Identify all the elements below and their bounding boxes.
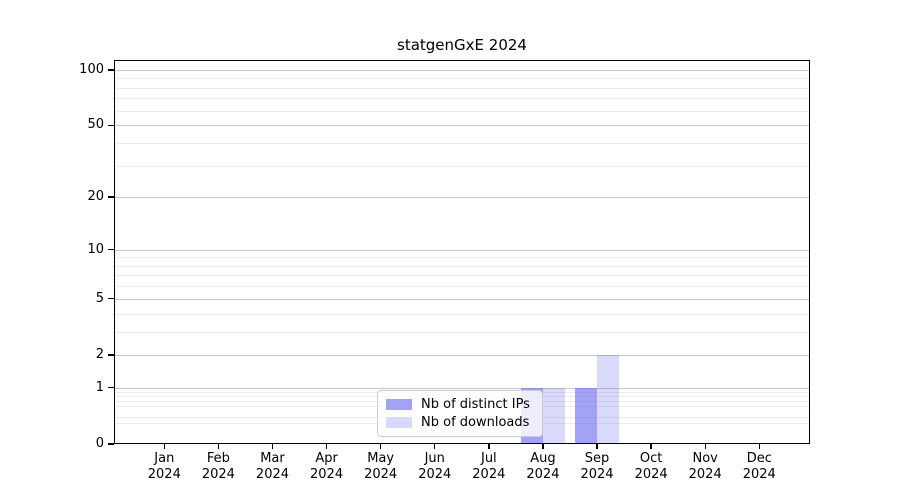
gridline-major	[114, 354, 810, 356]
x-tick-mark	[704, 444, 706, 449]
x-tick-mark	[596, 444, 598, 449]
x-tick-mark	[325, 444, 328, 449]
legend-item-downloads: Nb of downloads	[386, 415, 534, 430]
x-tick-label: Aug 2024	[526, 451, 560, 482]
y-tick-label: 5	[95, 290, 104, 306]
x-tick-label: Feb 2024	[201, 451, 235, 482]
gridline-minor	[114, 142, 810, 144]
legend-label-distinct-ips: Nb of distinct IPs	[421, 396, 530, 412]
x-tick-label: Oct 2024	[634, 451, 668, 482]
gridline-minor	[114, 313, 810, 315]
x-tick-mark	[379, 444, 382, 449]
gridline-minor	[114, 265, 810, 267]
y-tick-label: 50	[87, 117, 104, 133]
gridline-minor	[114, 286, 810, 288]
y-tick-mark	[108, 69, 114, 71]
legend-swatch-downloads-icon	[386, 417, 412, 429]
gridline-major	[114, 387, 810, 389]
x-tick-label: Jul 2024	[472, 451, 506, 482]
gridline-major	[114, 125, 810, 127]
gridline-major	[114, 298, 810, 300]
y-tick-mark	[108, 196, 114, 198]
gridline-minor	[114, 275, 810, 277]
x-tick-mark	[488, 444, 490, 449]
x-tick-label: Sep 2024	[580, 451, 614, 482]
y-tick-mark	[108, 443, 114, 445]
gridline-minor	[114, 87, 810, 89]
gridline-major	[114, 197, 810, 199]
x-tick-mark	[758, 444, 760, 449]
x-tick-label: Mar 2024	[255, 451, 290, 482]
y-tick-label: 20	[87, 189, 104, 205]
bar-distinct-ips-sep-2024	[575, 387, 597, 444]
gridline-minor	[114, 110, 810, 112]
gridline-minor	[114, 331, 810, 333]
gridline-minor	[114, 165, 810, 167]
y-tick-label: 10	[87, 241, 104, 257]
gridline-minor	[114, 78, 810, 80]
y-tick-label: 2	[95, 346, 104, 362]
x-tick-mark	[163, 444, 165, 449]
y-tick-label: 1	[95, 379, 104, 395]
y-tick-label: 100	[79, 61, 104, 77]
gridline-minor	[114, 98, 810, 100]
y-tick-mark	[108, 387, 114, 389]
x-tick-mark	[650, 444, 652, 449]
y-tick-mark	[108, 248, 114, 251]
legend-label-downloads: Nb of downloads	[421, 415, 530, 431]
legend-swatch-distinct-ips-icon	[386, 398, 412, 410]
plot-area	[114, 60, 810, 444]
bar-downloads-aug-2024	[542, 387, 565, 444]
x-tick-label: Jun 2024	[418, 451, 452, 482]
legend: Nb of distinct IPs Nb of downloads	[377, 390, 543, 437]
x-tick-mark	[271, 444, 274, 449]
x-tick-label: Apr 2024	[310, 451, 344, 482]
gridline-major	[114, 69, 810, 71]
x-tick-label: Nov 2024	[688, 451, 722, 482]
x-tick-label: Jan 2024	[147, 451, 181, 482]
gridline-minor	[114, 257, 810, 259]
y-tick-mark	[108, 124, 114, 126]
legend-item-distinct-ips: Nb of distinct IPs	[386, 397, 534, 412]
gridline-major	[114, 249, 810, 251]
y-tick-label: 0	[95, 436, 104, 451]
x-tick-mark	[434, 444, 436, 449]
x-tick-mark	[217, 444, 220, 449]
x-tick-mark	[542, 444, 544, 449]
y-tick-mark	[108, 354, 114, 356]
y-tick-mark	[108, 298, 114, 300]
bar-downloads-sep-2024	[597, 354, 619, 444]
x-tick-label: May 2024	[364, 451, 398, 482]
x-tick-label: Dec 2024	[742, 451, 776, 482]
chart-title: statgenGxE 2024	[397, 36, 527, 54]
